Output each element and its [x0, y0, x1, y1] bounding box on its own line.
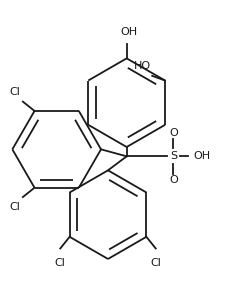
Text: Cl: Cl [55, 258, 66, 268]
Text: OH: OH [121, 27, 138, 37]
Text: O: O [169, 128, 178, 138]
Text: Cl: Cl [10, 87, 20, 97]
Text: Cl: Cl [10, 202, 20, 212]
Text: OH: OH [193, 151, 210, 161]
Text: O: O [169, 175, 178, 185]
Text: S: S [170, 151, 177, 161]
Text: Cl: Cl [150, 258, 161, 268]
Text: HO: HO [134, 61, 151, 71]
